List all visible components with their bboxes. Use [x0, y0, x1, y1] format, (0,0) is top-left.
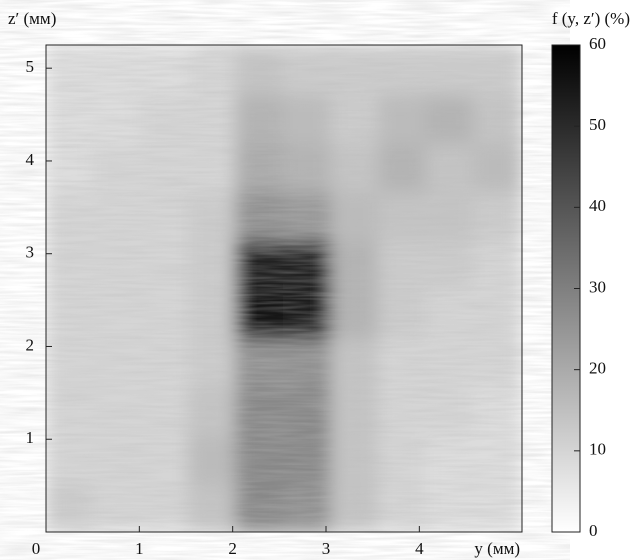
- y-tick-label: 1: [26, 428, 35, 447]
- colorbar-tick-label: 50: [589, 115, 606, 134]
- x-tick-label: 2: [228, 539, 237, 558]
- colorbar-tick-label: 30: [589, 277, 606, 296]
- colorbar-label: f (y, z′) (%): [552, 9, 630, 28]
- y-tick-label: 2: [26, 335, 35, 354]
- colorbar-tick-label: 10: [589, 440, 606, 459]
- colorbar-tick-label: 60: [589, 34, 606, 53]
- fringe-texture: [46, 45, 522, 532]
- y-axis-label: z′ (мм): [8, 9, 56, 28]
- x-tick-label: 1: [135, 539, 144, 558]
- y-tick-label: 5: [26, 57, 35, 76]
- y-tick-label: 3: [26, 243, 35, 262]
- plot-frame: [45, 44, 523, 533]
- colorbar-tick-label: 20: [589, 359, 606, 378]
- x-tick-label: 3: [322, 539, 331, 558]
- x-tick-label: 4: [415, 539, 424, 558]
- colorbar-tick-label: 40: [589, 196, 606, 215]
- colorbar-tick-label: 0: [589, 521, 598, 540]
- x-axis-label: y (мм): [474, 539, 520, 558]
- x-tick-label: 0: [32, 539, 41, 558]
- y-tick-label: 4: [26, 150, 35, 169]
